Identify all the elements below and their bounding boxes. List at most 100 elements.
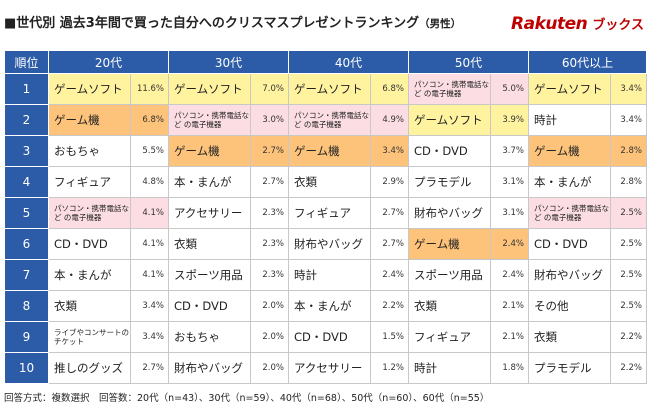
title-subtitle: （男性） xyxy=(419,18,462,30)
rank-number: 9 xyxy=(4,321,49,353)
item-percent: 2.5% xyxy=(610,259,647,291)
item-name: CD・DVD xyxy=(48,228,131,260)
rank-number: 1 xyxy=(4,73,49,105)
item-name: プラモデル xyxy=(528,352,611,384)
item-percent: 6.8% xyxy=(130,104,169,136)
column-header-20s: 20代 xyxy=(48,50,169,74)
item-percent: 2.0% xyxy=(250,290,289,322)
item-name: ゲームソフト xyxy=(48,73,131,105)
item-name: 衣類 xyxy=(48,290,131,322)
table-row: 8 衣類 3.4% CD・DVD 2.0% 本・まんが 2.2% 衣類 2.1% その他 2.5% xyxy=(4,290,647,322)
item-name: 財布やバッグ xyxy=(168,352,251,384)
ranking-table: 順位 20代 30代 40代 50代 60代以上 1 ゲームソフト 11.6% ゲーム… xyxy=(4,50,647,384)
item-percent: 2.2% xyxy=(370,290,409,322)
item-percent: 2.1% xyxy=(490,290,529,322)
item-name: ゲームソフト xyxy=(168,73,251,105)
table-row: 6 CD・DVD 4.1% 衣類 2.3% 財布やバッグ 2.7% ゲーム機 2.4% CD・DV… xyxy=(4,228,647,260)
rank-number: 5 xyxy=(4,197,49,229)
item-name: その他 xyxy=(528,290,611,322)
item-name: ゲームソフト xyxy=(288,73,371,105)
item-name: 財布やバッグ xyxy=(528,259,611,291)
item-name: CD・DVD xyxy=(408,135,491,167)
column-header-40s: 40代 xyxy=(288,50,409,74)
item-name: 衣類 xyxy=(168,228,251,260)
item-name: フィギュア xyxy=(288,197,371,229)
item-percent: 4.1% xyxy=(130,197,169,229)
item-percent: 2.3% xyxy=(250,197,289,229)
item-name: パソコン・携帯電話など の電子機器 xyxy=(48,197,131,229)
item-percent: 2.8% xyxy=(610,135,647,167)
item-percent: 3.1% xyxy=(490,166,529,198)
rank-number: 2 xyxy=(4,104,49,136)
item-percent: 2.8% xyxy=(610,166,647,198)
item-name: 財布やバッグ xyxy=(288,228,371,260)
item-name: ライブやコンサートのチケット xyxy=(48,321,131,353)
item-percent: 2.2% xyxy=(610,321,647,353)
item-name: おもちゃ xyxy=(168,321,251,353)
item-percent: 4.1% xyxy=(130,228,169,260)
item-name: ゲーム機 xyxy=(288,135,371,167)
item-percent: 2.7% xyxy=(370,228,409,260)
item-percent: 2.7% xyxy=(250,166,289,198)
table-row: 4 フィギュア 4.8% 本・まんが 2.7% 衣類 2.9% プラモデル 3.1% 本・まんが 2… xyxy=(4,166,647,198)
item-name: 時計 xyxy=(288,259,371,291)
item-name: スポーツ用品 xyxy=(168,259,251,291)
item-percent: 2.0% xyxy=(250,352,289,384)
table-row: 9 ライブやコンサートのチケット 3.4% おもちゃ 2.0% CD・DVD 1.5% フィギ… xyxy=(4,321,647,353)
table-row: 10 推しのグッズ 2.7% 財布やバッグ 2.0% アクセサリー 1.2% 時計 1.8% プラ… xyxy=(4,352,647,384)
table-header-row: 順位 20代 30代 40代 50代 60代以上 xyxy=(4,50,647,74)
item-name: 時計 xyxy=(408,352,491,384)
table-row: 7 本・まんが 4.1% スポーツ用品 2.3% 時計 2.4% スポーツ用品 2.4% 財布やバ… xyxy=(4,259,647,291)
column-header-30s: 30代 xyxy=(168,50,289,74)
item-name: プラモデル xyxy=(408,166,491,198)
item-percent: 5.0% xyxy=(490,73,529,105)
item-percent: 2.7% xyxy=(130,352,169,384)
item-name: 本・まんが xyxy=(168,166,251,198)
item-percent: 4.8% xyxy=(130,166,169,198)
item-percent: 3.4% xyxy=(610,73,647,105)
item-name: フィギュア xyxy=(48,166,131,198)
item-name: 本・まんが xyxy=(528,166,611,198)
item-percent: 5.5% xyxy=(130,135,169,167)
item-percent: 2.5% xyxy=(610,197,647,229)
item-percent: 3.4% xyxy=(130,321,169,353)
item-percent: 2.4% xyxy=(490,228,529,260)
item-percent: 2.9% xyxy=(370,166,409,198)
item-name: ゲームソフト xyxy=(528,73,611,105)
item-percent: 2.2% xyxy=(610,352,647,384)
item-percent: 2.0% xyxy=(250,321,289,353)
item-percent: 2.4% xyxy=(490,259,529,291)
rank-header: 順位 xyxy=(4,50,49,74)
item-percent: 2.4% xyxy=(370,259,409,291)
column-header-50s: 50代 xyxy=(408,50,529,74)
item-name: CD・DVD xyxy=(528,228,611,260)
item-name: パソコン・携帯電話など の電子機器 xyxy=(288,104,371,136)
item-percent: 11.6% xyxy=(130,73,169,105)
item-percent: 3.4% xyxy=(610,104,647,136)
rank-number: 7 xyxy=(4,259,49,291)
item-name: フィギュア xyxy=(408,321,491,353)
title-text: ■世代別 過去3年間で買った自分へのクリスマスプレゼントランキング xyxy=(4,16,420,31)
rank-number: 4 xyxy=(4,166,49,198)
item-name: 衣類 xyxy=(288,166,371,198)
item-name: アクセサリー xyxy=(168,197,251,229)
table-row: 2 ゲーム機 6.8% パソコン・携帯電話など の電子機器 3.0% パソコン・携帯電話な… xyxy=(4,104,647,136)
item-percent: 2.5% xyxy=(610,290,647,322)
item-name: アクセサリー xyxy=(288,352,371,384)
item-name: ゲーム機 xyxy=(168,135,251,167)
item-percent: 7.0% xyxy=(250,73,289,105)
item-name: 衣類 xyxy=(528,321,611,353)
rank-number: 6 xyxy=(4,228,49,260)
item-percent: 3.1% xyxy=(490,197,529,229)
rank-number: 8 xyxy=(4,290,49,322)
item-percent: 6.8% xyxy=(370,73,409,105)
item-percent: 4.9% xyxy=(370,104,409,136)
table-body: 1 ゲームソフト 11.6% ゲームソフト 7.0% ゲームソフト 6.8% パソコン・携帯電… xyxy=(4,73,647,384)
item-name: 時計 xyxy=(528,104,611,136)
item-name: CD・DVD xyxy=(168,290,251,322)
item-percent: 2.3% xyxy=(250,259,289,291)
item-name: 財布やバッグ xyxy=(408,197,491,229)
item-name: 衣類 xyxy=(408,290,491,322)
column-header-60s-plus: 60代以上 xyxy=(528,50,647,74)
brand-logo: Rakuten ブックス xyxy=(511,4,644,44)
